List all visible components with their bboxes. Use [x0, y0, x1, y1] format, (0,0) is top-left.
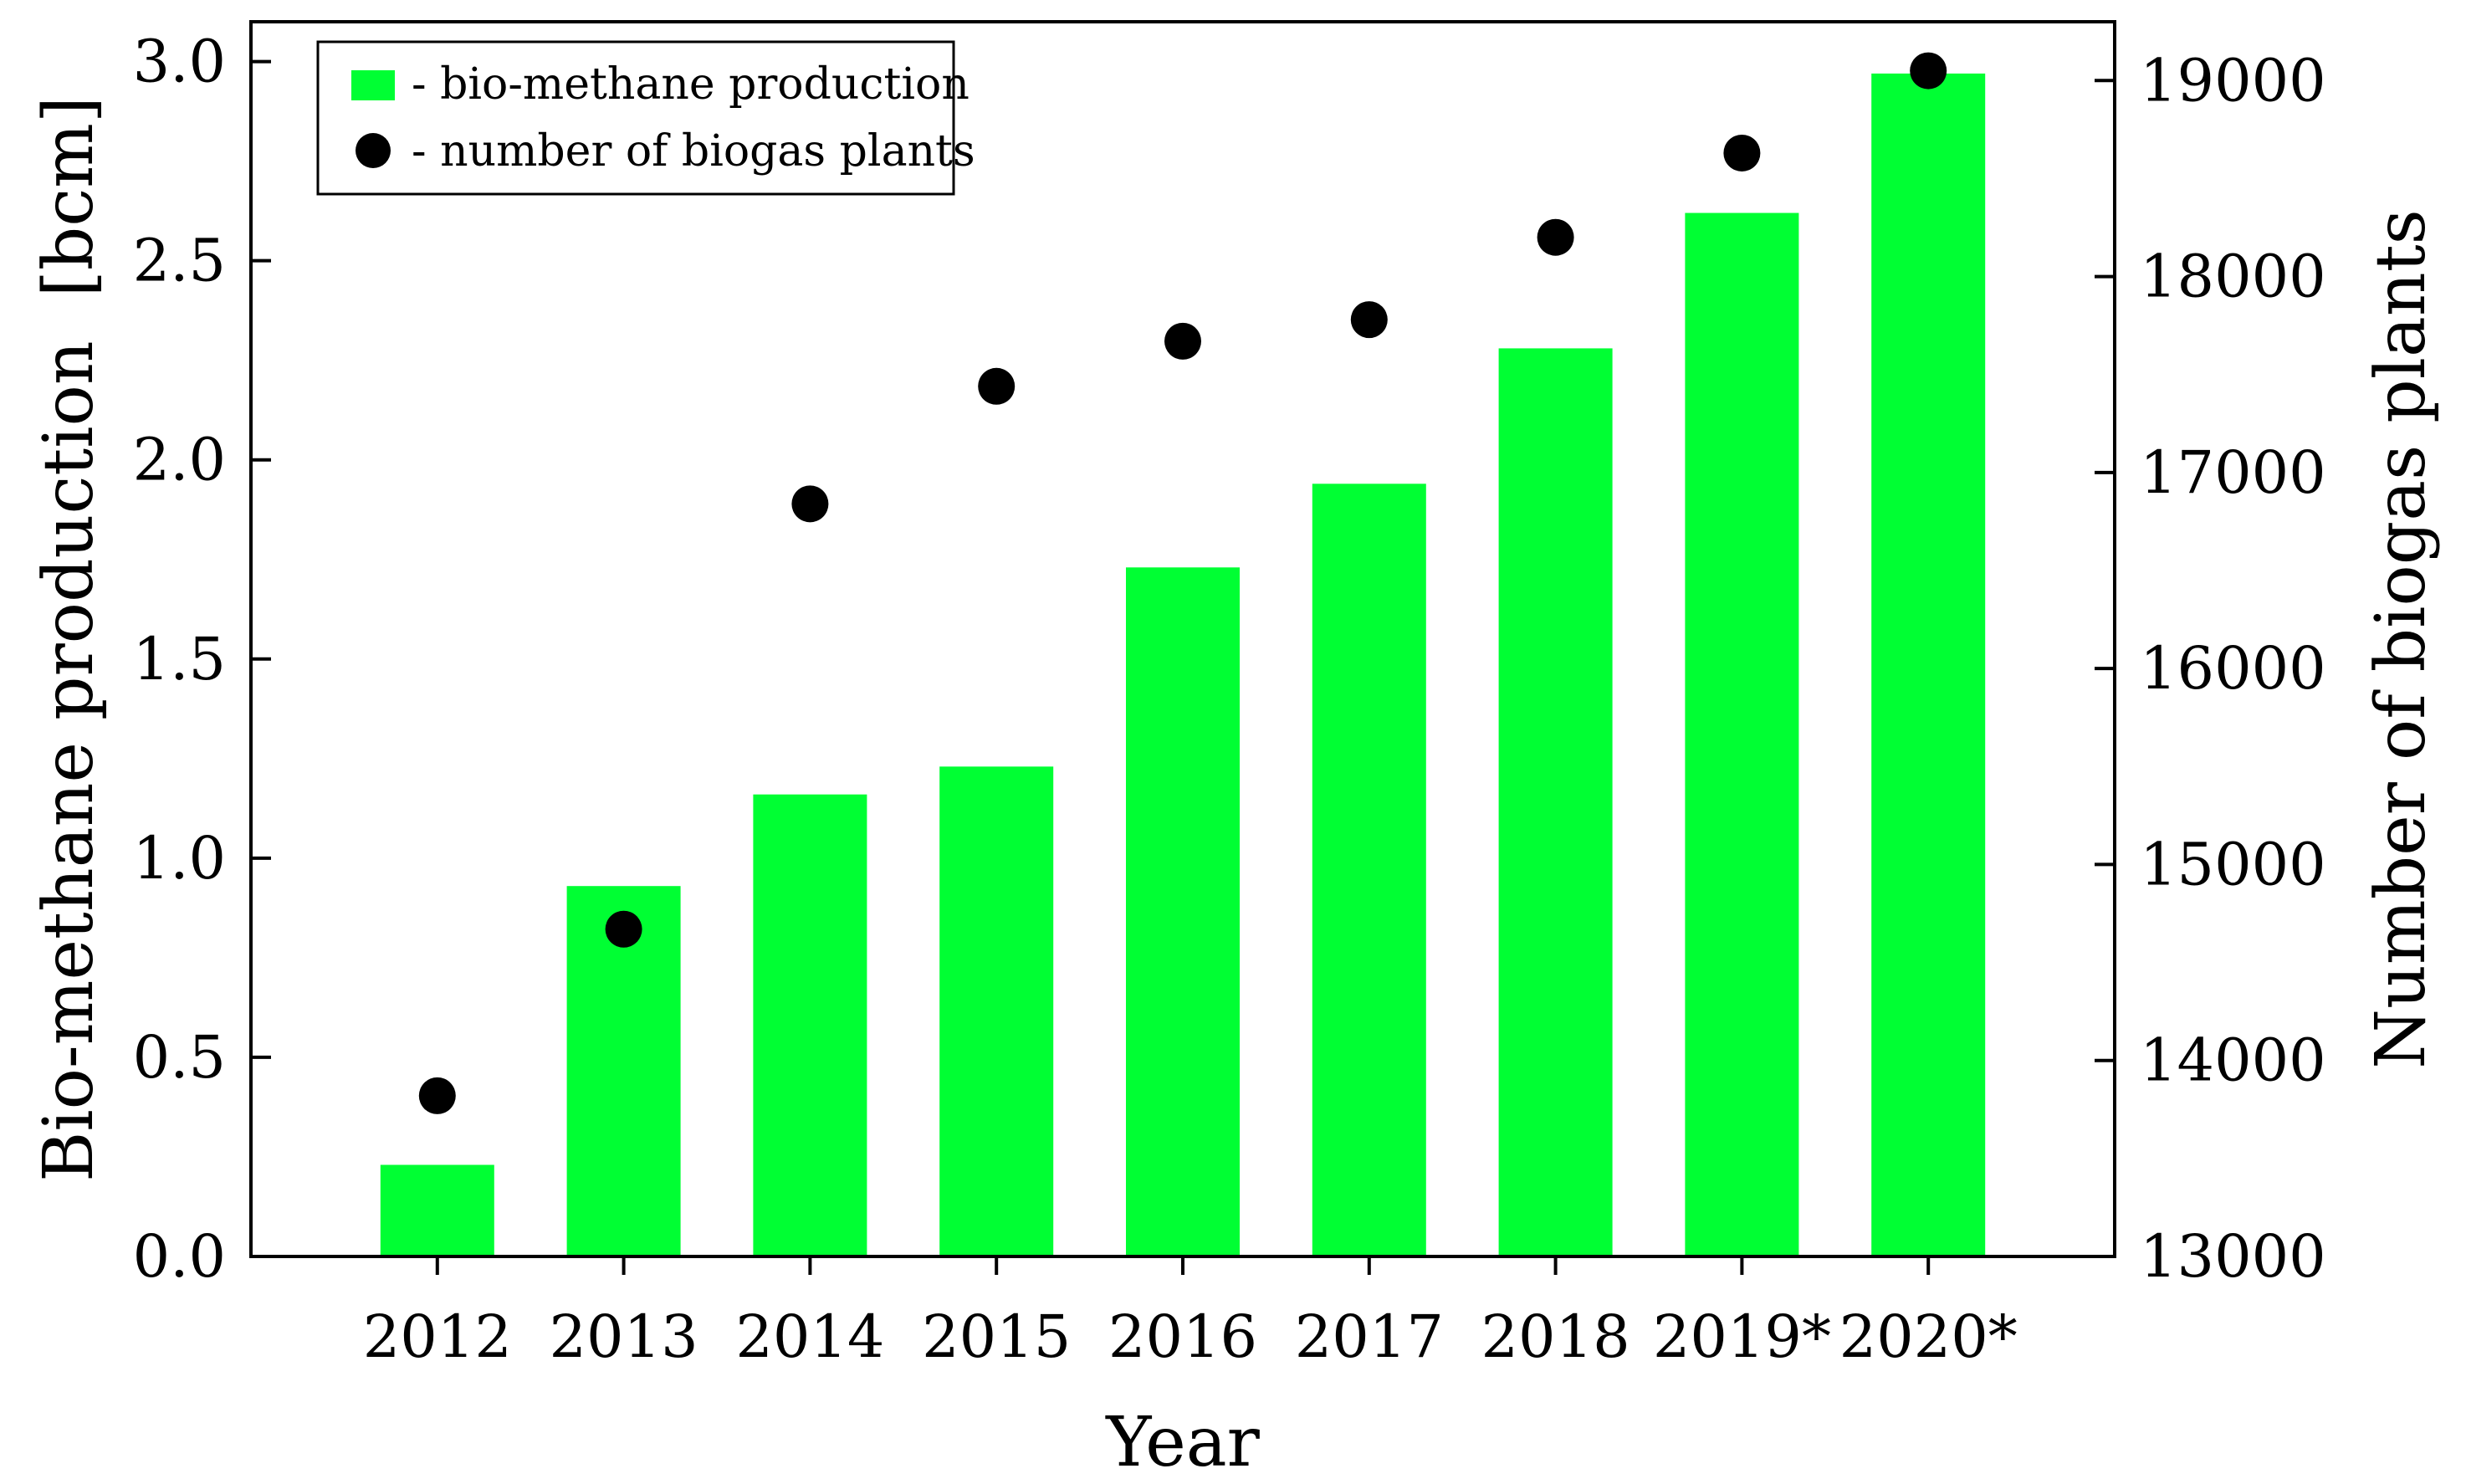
- right-tick-label: 17000: [2140, 438, 2326, 507]
- bar-2012: [380, 1164, 494, 1256]
- bar-2020*: [1871, 73, 1986, 1257]
- legend-bar-swatch: [351, 70, 395, 100]
- right-tick-label: 16000: [2140, 634, 2326, 703]
- legend-box: [316, 40, 955, 196]
- legend: - bio-methane production - number of bio…: [316, 40, 975, 196]
- legend-label-bar: - bio-methane production: [412, 59, 970, 110]
- point-2014: [791, 485, 829, 523]
- x-tick-label: 2019*: [1653, 1302, 1831, 1371]
- bar-2013: [566, 886, 681, 1256]
- point-2015: [978, 367, 1016, 405]
- bar-2016: [1126, 567, 1240, 1256]
- left-tick-label: 2.0: [133, 426, 226, 494]
- legend-dot-swatch: [356, 133, 391, 168]
- point-2016: [1164, 322, 1201, 360]
- scatter-series: [418, 52, 1947, 1114]
- point-2017: [1350, 301, 1388, 339]
- left-tick-label: 3.0: [133, 28, 226, 96]
- x-tick-label: 2012: [363, 1302, 512, 1371]
- right-tick-label: 19000: [2140, 46, 2326, 115]
- left-tick-label: 1.0: [133, 824, 226, 893]
- left-axis-title: Bio-methane production [bcm]: [29, 96, 109, 1182]
- bar-2014: [753, 794, 867, 1256]
- bar-series: [380, 73, 1986, 1257]
- point-2012: [418, 1077, 456, 1114]
- x-tick-label: 2013: [550, 1302, 698, 1371]
- left-tick-label: 0.0: [133, 1222, 226, 1291]
- right-tick-label: 13000: [2140, 1222, 2326, 1291]
- x-tick-label: 2015: [922, 1302, 1071, 1371]
- bar-2018: [1498, 348, 1613, 1257]
- x-tick-label: 2014: [735, 1302, 884, 1371]
- bar-2015: [939, 766, 1054, 1256]
- right-tick-label: 14000: [2140, 1026, 2326, 1095]
- x-tick-label: 2020*: [1839, 1302, 2018, 1371]
- bar-2019*: [1685, 212, 1799, 1256]
- right-axis-title: Number of biogas plants: [2361, 209, 2441, 1068]
- left-tick-label: 2.5: [133, 227, 226, 295]
- point-2020*: [1910, 52, 1947, 90]
- left-tick-label: 1.5: [133, 625, 226, 693]
- point-2018: [1537, 218, 1574, 256]
- x-tick-label: 2016: [1108, 1302, 1257, 1371]
- point-2013: [605, 910, 642, 948]
- bar-2017: [1312, 484, 1426, 1256]
- left-axis-ticks: 0.0 0.5 1.0 1.5 2.0 2.5 3.0: [133, 28, 271, 1291]
- x-axis-title: Year: [1105, 1403, 1260, 1482]
- x-tick-label: 2017: [1295, 1302, 1444, 1371]
- right-tick-label: 18000: [2140, 243, 2326, 311]
- point-2019*: [1723, 134, 1761, 171]
- x-tick-label: 2018: [1481, 1302, 1630, 1371]
- right-tick-label: 15000: [2140, 830, 2326, 898]
- right-axis-ticks: 13000 14000 15000 16000 17000 18000 19000: [2095, 46, 2326, 1291]
- x-axis-ticks: 2012 2013 2014 2015 2016 2017 2018 2019* 2020*: [363, 1256, 2018, 1371]
- legend-label-dot: - number of biogas plants: [412, 126, 975, 177]
- left-tick-label: 0.5: [133, 1023, 226, 1092]
